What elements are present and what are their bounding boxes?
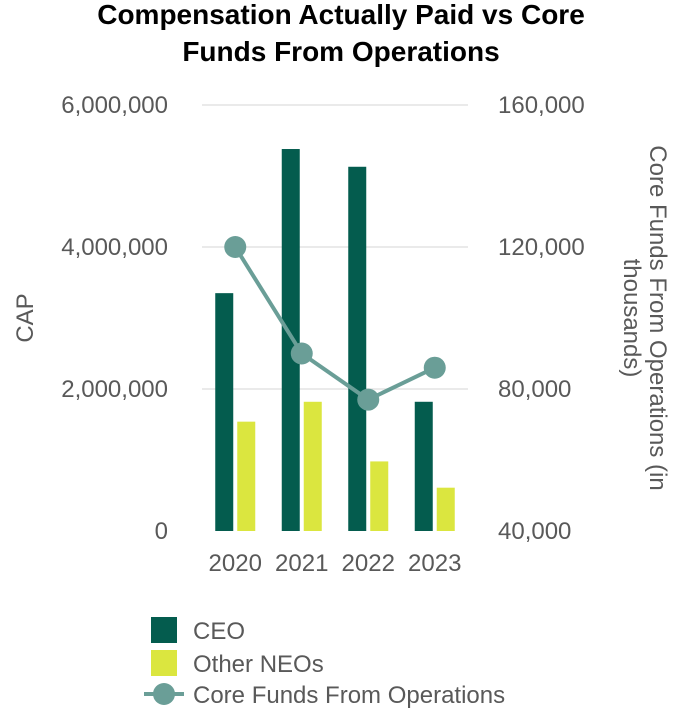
left-axis-ticks: 0 2,000,000 4,000,000 6,000,000 [61,92,168,545]
y2-tick-label: 160,000 [498,92,585,119]
chart-title-line-1: Compensation Actually Paid vs Core [97,0,585,30]
bar-ceo-2023 [414,401,433,531]
point-core-funds-from-operations-2021 [290,342,313,365]
legend-label-ceo: CEO [193,618,245,645]
chart-title: Compensation Actually Paid vs Core Funds… [97,0,585,67]
x-tick-label: 2021 [275,550,328,577]
point-core-funds-from-operations-2020 [224,236,247,258]
bar-ceo-2021 [281,149,300,531]
legend-item-other-neos: Other NEOs [151,650,324,678]
x-tick-label: 2023 [408,550,461,577]
line-core-funds-from-operations [233,245,436,402]
y-axis-label: CAP [12,293,39,342]
core-ffo-line [224,236,446,411]
point-core-funds-from-operations-2023 [423,356,446,379]
bar-other-neos-2020 [237,421,256,531]
y2-axis-label: Core Funds From Operations (in thousands… [618,145,671,490]
legend-item-core-ffo: Core Funds From Operations [144,682,505,709]
y2-tick-label: 40,000 [498,518,571,545]
point-core-funds-from-operations-2022 [357,388,380,411]
legend-marker-core-ffo [153,683,175,705]
bar-other-neos-2023 [436,487,455,531]
right-axis-ticks: 40,000 80,000 120,000 160,000 [498,92,585,545]
legend-label-other-neos: Other NEOs [193,651,324,678]
legend: CEO Other NEOs Core Funds From Operation… [144,617,505,709]
chart-title-line-2: Funds From Operations [182,36,499,67]
legend-label-core-ffo: Core Funds From Operations [193,682,505,709]
legend-item-ceo: CEO [151,617,245,645]
gridlines [202,104,468,390]
legend-swatch-other-neos [151,650,177,676]
bars [215,149,455,531]
x-tick-label: 2022 [342,550,395,577]
y-tick-label: 0 [155,518,168,545]
y2-axis-label-line-1: Core Funds From Operations (in [644,145,671,490]
y-tick-label: 2,000,000 [61,376,168,403]
y-tick-label: 6,000,000 [61,92,168,119]
bar-other-neos-2021 [303,401,322,531]
x-tick-label: 2020 [209,550,262,577]
x-axis-ticks: 2020 2021 2022 2023 [209,550,462,577]
y2-tick-label: 80,000 [498,376,571,403]
bar-ceo-2022 [348,166,367,531]
bar-ceo-2020 [215,293,234,531]
y-tick-label: 4,000,000 [61,234,168,261]
y2-axis-label-line-2: thousands) [618,259,645,378]
legend-swatch-ceo [151,617,177,643]
y2-tick-label: 120,000 [498,234,585,261]
bar-other-neos-2022 [370,461,389,531]
